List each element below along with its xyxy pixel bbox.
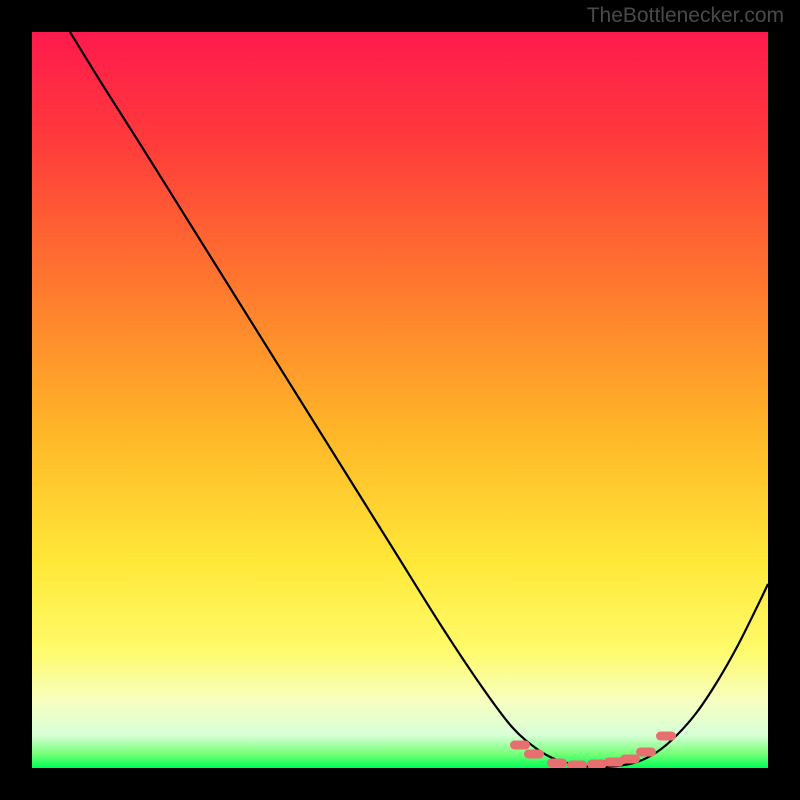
data-marker [656, 732, 676, 741]
data-markers [32, 32, 768, 768]
data-marker [510, 741, 530, 750]
data-marker [587, 760, 607, 769]
data-marker [567, 761, 587, 769]
plot-area [32, 32, 768, 768]
watermark-text: TheBottlenecker.com [587, 4, 784, 28]
data-marker [524, 750, 544, 759]
data-marker [547, 759, 567, 768]
data-marker [620, 755, 640, 764]
data-marker [636, 748, 656, 757]
